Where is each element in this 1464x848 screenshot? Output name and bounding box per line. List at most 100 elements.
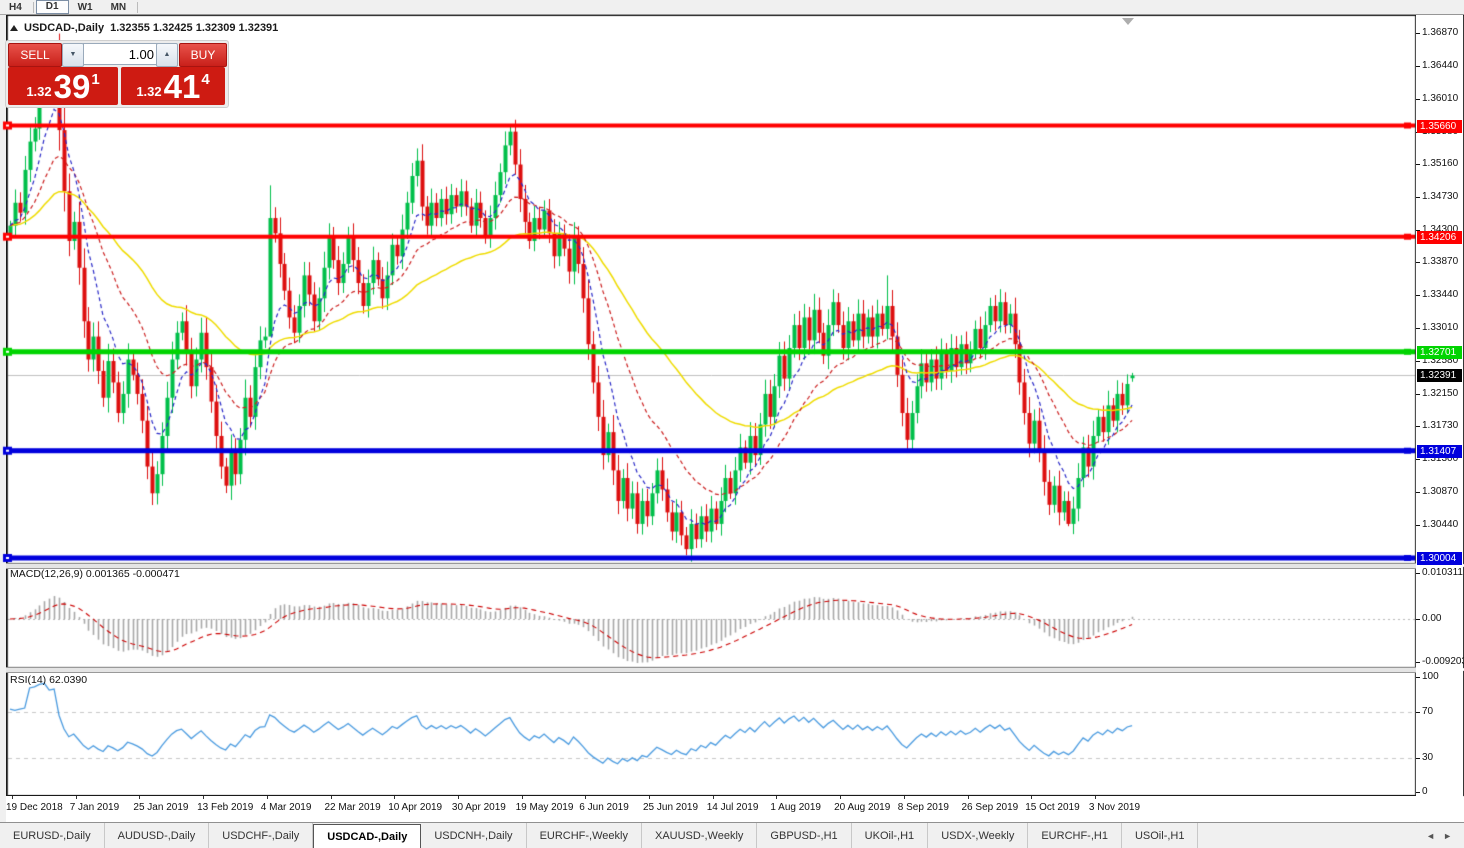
price-axis-tick: 1.32580 (1416, 355, 1463, 367)
buy-button[interactable]: BUY (179, 43, 227, 67)
chart-tab-eurchf[interactable]: EURCHF-,H1 (1028, 823, 1122, 848)
rsi-axis-tick: 100 (1416, 671, 1463, 683)
date-tick-mark (521, 796, 523, 799)
chart-tab-usdcnh[interactable]: USDCNH-,Daily (421, 823, 527, 848)
date-tick-mark (967, 796, 969, 799)
rsi-indicator-label: RSI(14) 62.0390 (10, 674, 88, 686)
chart-tab-usdx[interactable]: USDX-,Weekly (928, 823, 1029, 848)
chart-tab-usdcad[interactable]: USDCAD-,Daily (313, 824, 422, 848)
date-tick-mark (776, 796, 778, 799)
chart-tab-usdchf[interactable]: USDCHF-,Daily (209, 823, 314, 848)
tick-mark (1416, 757, 1420, 759)
tab-scroll-right-icon[interactable]: ► (1443, 831, 1452, 841)
sell-price-box[interactable]: 1.32 39 1 (8, 67, 118, 105)
tick-value: 100 (1422, 671, 1439, 682)
chart-tab-bar: EURUSD-,Daily AUDUSD-,Daily USDCHF-,Daily U… (0, 822, 1464, 848)
price-axis-tick: 1.30440 (1416, 519, 1463, 531)
sell-price-pip: 1 (91, 71, 100, 88)
buy-price-box[interactable]: 1.32 41 4 (121, 67, 225, 105)
macd-panel-splitter[interactable] (6, 563, 1463, 569)
tick-mark (1416, 573, 1420, 574)
chart-tab-gbpusd[interactable]: GBPUSD-,H1 (757, 823, 852, 848)
tab-scroll-left-icon[interactable]: ◄ (1426, 831, 1436, 841)
date-tick-mark (394, 796, 396, 799)
volume-increase-button[interactable]: ▲ (156, 43, 178, 67)
buy-price-big: 41 (163, 68, 201, 105)
tick-mark (1416, 229, 1420, 231)
date-axis: 19 Dec 2018 7 Jan 2019 25 Jan 2019 13 Feb 2… (6, 795, 1416, 822)
tick-value: 1.31300 (1422, 452, 1459, 464)
price-axis-tick: 1.31300 (1416, 453, 1463, 465)
tick-value: 1.32150 (1422, 387, 1459, 399)
tick-mark (1416, 328, 1420, 330)
tab-scroll-buttons: ◄ ► (1414, 823, 1464, 848)
chart-tab-eurchf[interactable]: EURCHF-,Weekly (527, 823, 642, 848)
rsi-axis-tick: 30 (1416, 752, 1463, 764)
collapse-panel-icon[interactable] (10, 25, 18, 31)
date-tick-mark (203, 796, 205, 799)
tick-value: 70 (1422, 705, 1434, 717)
one-click-trading-panel: SELL ▼ ▲ BUY 1.32 39 1 1.32 41 4 (5, 40, 229, 108)
date-tick-mark (75, 796, 77, 799)
date-tick-mark (840, 796, 842, 799)
date-tick-mark (12, 796, 13, 799)
date-tick-mark (330, 796, 332, 799)
tick-mark (1416, 98, 1420, 100)
rsi-panel-splitter[interactable] (6, 667, 1463, 673)
date-label: 25 Jun 2019 (643, 802, 699, 813)
tick-value: 0 (1422, 786, 1428, 797)
tick-mark (1416, 426, 1420, 428)
date-label: 30 Apr 2019 (451, 802, 506, 813)
tick-value: 1.32580 (1422, 355, 1459, 367)
volume-input[interactable] (83, 43, 159, 65)
chart-tab-eurusd[interactable]: EURUSD-,Daily (0, 823, 105, 848)
date-label: 4 Mar 2019 (260, 802, 312, 813)
tick-mark (1416, 65, 1420, 67)
sell-button[interactable]: SELL (8, 43, 62, 67)
tick-mark (1416, 662, 1420, 663)
date-tick-mark (139, 796, 141, 799)
chart-tab-usoil[interactable]: USOil-,H1 (1122, 823, 1199, 848)
date-label: 13 Feb 2019 (197, 802, 254, 813)
macd-axis-tick: 0.010311 (1416, 567, 1463, 579)
price-axis-tick: 1.31730 (1416, 420, 1463, 432)
tick-value: 1.34300 (1422, 223, 1459, 235)
tick-mark (1416, 262, 1420, 264)
tick-value: 1.33010 (1422, 322, 1459, 334)
tick-value: 0.00 (1422, 613, 1442, 624)
date-tick-mark (1031, 796, 1033, 799)
price-axis-tick: 1.36010 (1416, 93, 1463, 105)
price-axis-tick: 1.33440 (1416, 289, 1463, 301)
date-label: 8 Sep 2019 (897, 802, 949, 813)
tick-value: 1.36440 (1422, 59, 1459, 71)
hline-price-label: 1.35660 (1417, 119, 1462, 133)
tick-mark (1416, 677, 1420, 678)
tick-value: 0.010311 (1422, 567, 1463, 578)
date-tick-mark (649, 796, 650, 799)
hline-price-label: 1.31407 (1417, 444, 1462, 458)
chart-tab-audusd[interactable]: AUDUSD-,Daily (105, 823, 210, 848)
date-label: 15 Oct 2019 (1025, 802, 1080, 813)
chart-tab-ukoil[interactable]: UKOil-,H1 (852, 823, 929, 848)
price-axis-tick: 1.35160 (1416, 158, 1463, 170)
volume-decrease-button[interactable]: ▼ (62, 43, 84, 67)
tick-value: 1.31730 (1422, 420, 1459, 432)
tick-value: 1.30440 (1422, 518, 1459, 530)
hline-price-label: 1.34206 (1417, 230, 1462, 244)
tick-value: 1.36870 (1422, 27, 1459, 38)
date-label: 19 Dec 2018 (6, 802, 63, 813)
tick-mark (1416, 619, 1420, 620)
hline-price-label: 1.32701 (1417, 345, 1462, 359)
price-axis-tick: 1.32150 (1416, 388, 1463, 400)
date-tick-mark (712, 796, 714, 799)
date-label: 6 Jun 2019 (579, 802, 629, 813)
date-label: 26 Sep 2019 (961, 802, 1019, 813)
price-axis-tick: 1.34730 (1416, 191, 1463, 203)
tick-value: 1.33870 (1422, 256, 1459, 268)
chart-tab-xauusd[interactable]: XAUUSD-,Weekly (642, 823, 758, 848)
date-label: 20 Aug 2019 (834, 802, 891, 813)
date-label: 1 Aug 2019 (770, 802, 821, 813)
tick-mark (1416, 393, 1420, 395)
